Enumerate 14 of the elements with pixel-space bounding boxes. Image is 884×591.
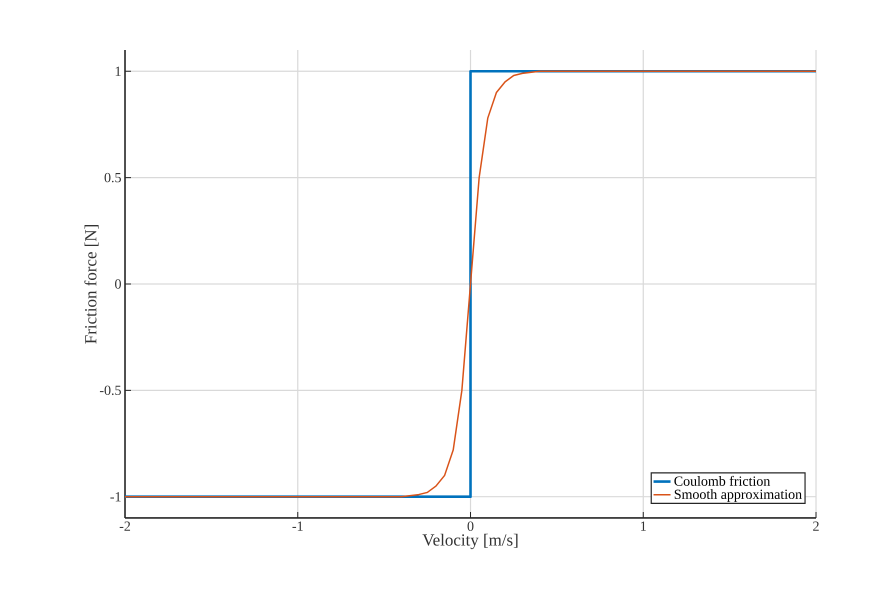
y-axis-title: Friction force [N] (84, 225, 99, 344)
x-tick-label: 2 (813, 522, 819, 531)
y-tick-label: -0.5 (100, 386, 121, 396)
x-axis-title: Velocity [m/s] (422, 534, 518, 550)
x-tick-label: -2 (120, 522, 130, 531)
y-tick-label: 0 (115, 279, 121, 289)
legend-label: Coulomb friction (674, 476, 770, 486)
x-tick-label: 1 (640, 521, 646, 531)
y-tick-label: 0.5 (104, 172, 121, 182)
x-tick-label: -1 (292, 521, 303, 531)
legend-label: Smooth approximation (674, 489, 802, 502)
x-tick-label: 0 (468, 522, 474, 531)
y-tick-label: -1 (110, 492, 121, 502)
y-tick-label: 1 (116, 66, 121, 76)
